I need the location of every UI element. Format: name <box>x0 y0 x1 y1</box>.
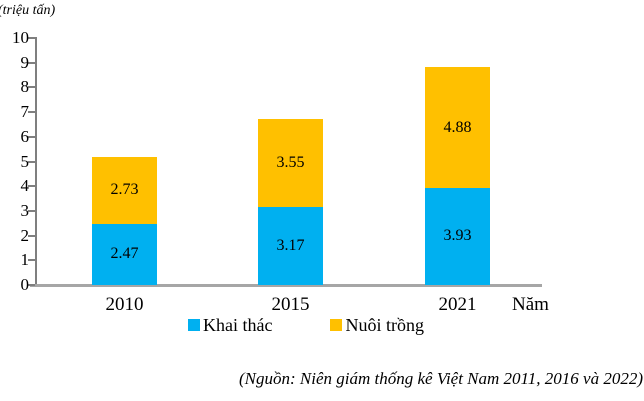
y-tick-label: 7 <box>20 102 30 122</box>
bar-segment-2010-khai-thac: 2.47 <box>92 223 157 285</box>
legend-label: Nuôi trồng <box>345 315 424 335</box>
y-tick-label: 10 <box>12 28 29 47</box>
y-tick-label: 0 <box>20 275 30 294</box>
legend-label: Khai thác <box>203 315 273 335</box>
y-axis-line <box>35 37 37 286</box>
y-tick-label: 2 <box>20 225 30 245</box>
x-axis-line <box>30 284 542 287</box>
x-category-label-2015: 2015 <box>271 294 310 315</box>
y-tick-mark <box>28 61 35 64</box>
y-tick-mark <box>28 234 35 237</box>
legend-swatch-icon <box>188 319 201 331</box>
bar-segment-2021-khai-thac: 3.93 <box>425 187 490 285</box>
y-tick-label: 8 <box>20 77 30 97</box>
y-tick-mark <box>28 259 35 262</box>
y-tick-mark <box>28 160 35 163</box>
bar-segment-2021-nuoi-trong: 4.88 <box>425 67 490 188</box>
x-category-label-2021: 2021 <box>438 294 477 315</box>
source-note: (Nguồn: Niên giám thống kê Việt Nam 2011… <box>238 369 643 388</box>
y-tick-mark <box>28 111 35 114</box>
y-tick-label: 3 <box>20 200 30 220</box>
y-tick-label: 9 <box>20 52 30 72</box>
legend: Khai thác Nuôi trồng <box>50 316 562 334</box>
y-tick-label: 6 <box>20 126 30 146</box>
legend-swatch-icon <box>330 319 343 331</box>
y-tick-label: 5 <box>20 151 30 171</box>
y-tick-mark <box>28 86 35 89</box>
y-tick-mark <box>28 37 35 39</box>
y-tick-label: 1 <box>20 250 30 270</box>
bar-value-label: 3.93 <box>443 227 472 245</box>
y-tick-mark <box>28 209 35 212</box>
x-category-label-2010: 2010 <box>105 294 144 315</box>
bar-value-label: 4.88 <box>443 118 472 136</box>
y-tick-mark <box>28 185 35 188</box>
y-tick-mark <box>28 135 35 138</box>
bar-value-label: 2.73 <box>110 181 139 199</box>
x-axis-label: Năm <box>512 294 549 315</box>
y-axis-unit-label: (triệu tấn) <box>0 3 56 18</box>
bar-segment-2010-nuoi-trong: 2.73 <box>92 156 157 224</box>
bar-value-label: 3.55 <box>276 153 305 171</box>
legend-item: Nuôi trồng <box>330 316 424 334</box>
bar-segment-2015-nuoi-trong: 3.55 <box>258 119 323 207</box>
y-tick-mark <box>28 284 35 286</box>
bar-segment-2015-khai-thac: 3.17 <box>258 206 323 285</box>
bar-value-label: 2.47 <box>110 245 139 263</box>
legend-item: Khai thác <box>188 316 272 334</box>
y-tick-label: 4 <box>20 176 30 196</box>
bar-value-label: 3.17 <box>276 236 305 254</box>
